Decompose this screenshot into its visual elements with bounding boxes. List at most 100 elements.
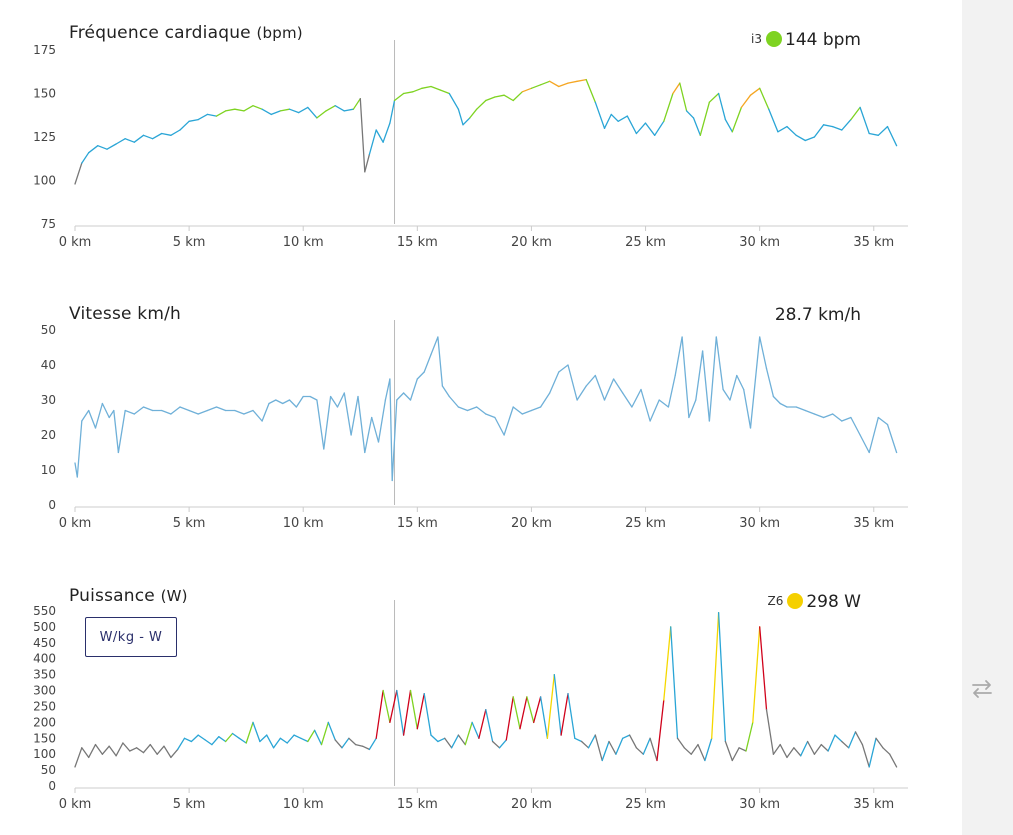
speed-line-segment — [585, 374, 596, 387]
speed-line-segment — [736, 374, 745, 391]
speed-line-segment — [437, 336, 444, 387]
power-line-segment — [505, 696, 514, 741]
speed-line-segment — [822, 413, 834, 419]
speed-line-segment — [772, 395, 781, 405]
speed-line-segment — [377, 399, 387, 443]
speed-line-segment — [124, 409, 135, 415]
power-line-segment — [396, 689, 405, 736]
speed-line-segment — [371, 416, 380, 443]
power-line-segment — [156, 745, 165, 755]
heart_rate-line-segment — [243, 105, 254, 112]
heart_rate-line-segment — [188, 118, 199, 122]
swap-arrows-icon[interactable] — [969, 676, 995, 702]
power-line-segment — [793, 747, 802, 757]
speed-line-segment — [759, 336, 768, 370]
speed-line-segment — [357, 395, 366, 454]
power-x-tick-label: 15 km — [397, 797, 438, 812]
power-line-segment — [854, 731, 864, 746]
power-title-text: Puissance — [69, 586, 155, 606]
speed-line-segment — [612, 378, 624, 394]
power-line-segment — [423, 693, 432, 736]
heart_rate-line-segment — [298, 106, 309, 114]
heart_rate-x-tick-label: 5 km — [173, 235, 206, 250]
speed-line-segment — [558, 364, 569, 373]
speed-line-segment — [749, 336, 761, 429]
power-line-segment — [88, 743, 97, 759]
heart_rate-line-segment — [469, 108, 478, 119]
heart_rate-line-segment — [740, 94, 752, 109]
power-line-segment — [642, 737, 651, 755]
heart_rate-line-segment — [421, 85, 432, 89]
heart_rate-line-segment — [270, 110, 282, 116]
speed-line-segment — [88, 409, 97, 429]
power-line-segment — [327, 721, 336, 741]
power-line-segment — [224, 732, 234, 743]
heart_rate-line-segment — [663, 92, 674, 122]
power-y-tick-label: 450 — [33, 636, 56, 650]
speed-line-segment — [416, 371, 425, 380]
power-line-segment — [163, 745, 172, 759]
heart-rate-chart[interactable]: 75 100 125 150 175 0 km 5 km 10 km 15 km 20 km 25 … — [0, 40, 962, 265]
speed-x-tick-label: 0 km — [59, 516, 92, 531]
speed-line-segment — [649, 399, 660, 422]
speed-line-segment — [391, 399, 398, 482]
speed-x-tick-label: 20 km — [511, 516, 552, 531]
heart-rate-title: Fréquence cardiaque (bpm) — [69, 23, 303, 43]
power-line-segment — [635, 747, 644, 755]
power-line-segment — [190, 734, 199, 743]
heart_rate-line-segment — [654, 120, 665, 136]
heart_rate-line-segment — [512, 91, 523, 102]
power-line-segment — [601, 740, 610, 762]
power-line-segment — [286, 734, 295, 744]
power-line-segment — [430, 734, 439, 743]
power-line-segment — [841, 740, 850, 749]
speed-title: Vitesse km/h — [69, 304, 181, 324]
power-line-segment — [382, 689, 391, 724]
heart_rate-line-segment — [724, 118, 733, 133]
power-x-tick-label: 0 km — [59, 797, 92, 812]
power-line-segment — [101, 745, 110, 755]
power-line-segment — [670, 626, 679, 739]
wkg-toggle-button[interactable]: W/kg - W — [85, 617, 177, 657]
heart_rate-line-segment — [307, 106, 318, 119]
speed-line-segment — [441, 385, 450, 398]
heart-rate-title-text: Fréquence cardiaque — [69, 23, 251, 43]
heart_rate-line-segment — [234, 108, 245, 112]
speed-y-tick-label: 30 — [41, 393, 56, 407]
speed-line-segment — [658, 399, 670, 408]
heart_rate-line-segment — [886, 125, 898, 147]
heart_rate-line-segment — [822, 124, 834, 128]
heart_rate-line-segment — [617, 115, 628, 122]
power-line-segment — [416, 693, 425, 730]
heart-rate-unit-label: (bpm) — [256, 24, 303, 42]
power-line-segment — [450, 734, 460, 749]
power-line-segment — [526, 696, 535, 724]
heart_rate-line-segment — [161, 132, 172, 136]
power-x-tick-label: 35 km — [853, 797, 894, 812]
power-line-segment — [567, 693, 576, 739]
power-unit-label: (W) — [160, 587, 188, 605]
power-line-segment — [724, 740, 733, 762]
speed-line-segment — [886, 423, 898, 454]
power-line-segment — [279, 737, 288, 744]
speed-chart[interactable]: 0 10 20 30 40 50 0 km 5 km 10 km 15 km 20 km 25 km 3… — [0, 320, 962, 545]
speed-line-segment — [76, 420, 83, 478]
heart_rate-y-tick-label: 175 — [33, 43, 56, 57]
speed-line-segment — [695, 350, 704, 401]
heart_rate-line-segment — [476, 99, 487, 110]
power-line-segment — [108, 745, 117, 757]
heart_rate-line-segment — [106, 143, 117, 150]
speed-line-segment — [288, 399, 298, 408]
speed-line-segment — [476, 406, 487, 415]
speed-line-segment — [494, 416, 505, 436]
power-line-segment — [759, 626, 768, 711]
power-line-segment — [656, 699, 665, 762]
power-line-segment — [868, 737, 877, 768]
heart_rate-line-segment — [549, 80, 560, 88]
speed-line-segment — [832, 413, 843, 422]
power-line-segment — [122, 742, 131, 752]
speed-line-segment — [206, 406, 218, 412]
heart_rate-x-tick-label: 35 km — [853, 235, 894, 250]
heart_rate-line-segment — [81, 152, 90, 164]
